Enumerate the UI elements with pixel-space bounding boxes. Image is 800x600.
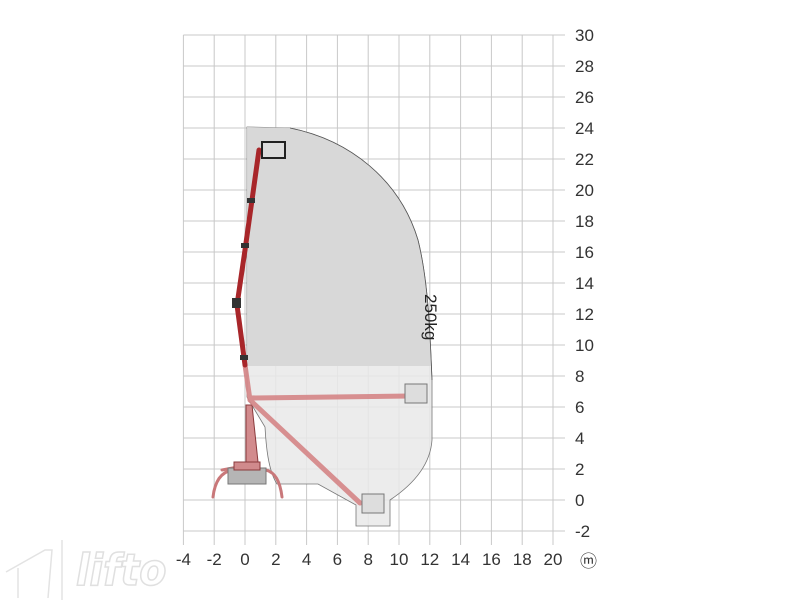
y-tick-label: 4 [575, 429, 584, 448]
x-tick-label: 0 [240, 550, 249, 569]
y-tick-label: 22 [575, 150, 594, 169]
y-tick-label: 6 [575, 398, 584, 417]
x-tick-label: 4 [302, 550, 311, 569]
x-tick-label: 16 [482, 550, 501, 569]
lifto-logo: lifto [5, 540, 167, 600]
x-tick-label: 14 [451, 550, 470, 569]
x-tick-label: -4 [176, 550, 191, 569]
y-tick-label: 0 [575, 491, 584, 510]
x-tick-label: 6 [333, 550, 342, 569]
x-axis-ticks: -4 -2 0 2 4 6 8 10 12 14 16 18 20 [176, 550, 563, 569]
working-envelope-upper [247, 127, 432, 366]
y-tick-label: 24 [575, 119, 594, 138]
x-tick-label: 8 [363, 550, 372, 569]
platform-basket [261, 141, 286, 159]
x-tick-label: 10 [390, 550, 409, 569]
y-tick-label: 30 [575, 26, 594, 45]
y-tick-label: 28 [575, 57, 594, 76]
y-tick-label: 2 [575, 460, 584, 479]
spider-lift [211, 141, 428, 514]
y-tick-label: 18 [575, 212, 594, 231]
y-tick-label: 8 [575, 367, 584, 386]
y-tick-label: -2 [575, 522, 590, 541]
y-tick-label: 12 [575, 305, 594, 324]
load-label: 250kg [421, 294, 440, 340]
svg-text:lifto: lifto [76, 545, 166, 596]
x-tick-label: 12 [420, 550, 439, 569]
x-tick-label: 2 [271, 550, 280, 569]
y-tick-label: 26 [575, 88, 594, 107]
x-tick-label: 20 [544, 550, 563, 569]
unit-meter-icon: ⓜ [580, 552, 597, 571]
x-tick-label: 18 [513, 550, 532, 569]
y-tick-label: 14 [575, 274, 594, 293]
x-tick-label: -2 [207, 550, 222, 569]
y-tick-label: 16 [575, 243, 594, 262]
y-tick-label: 10 [575, 336, 594, 355]
y-tick-label: 20 [575, 181, 594, 200]
